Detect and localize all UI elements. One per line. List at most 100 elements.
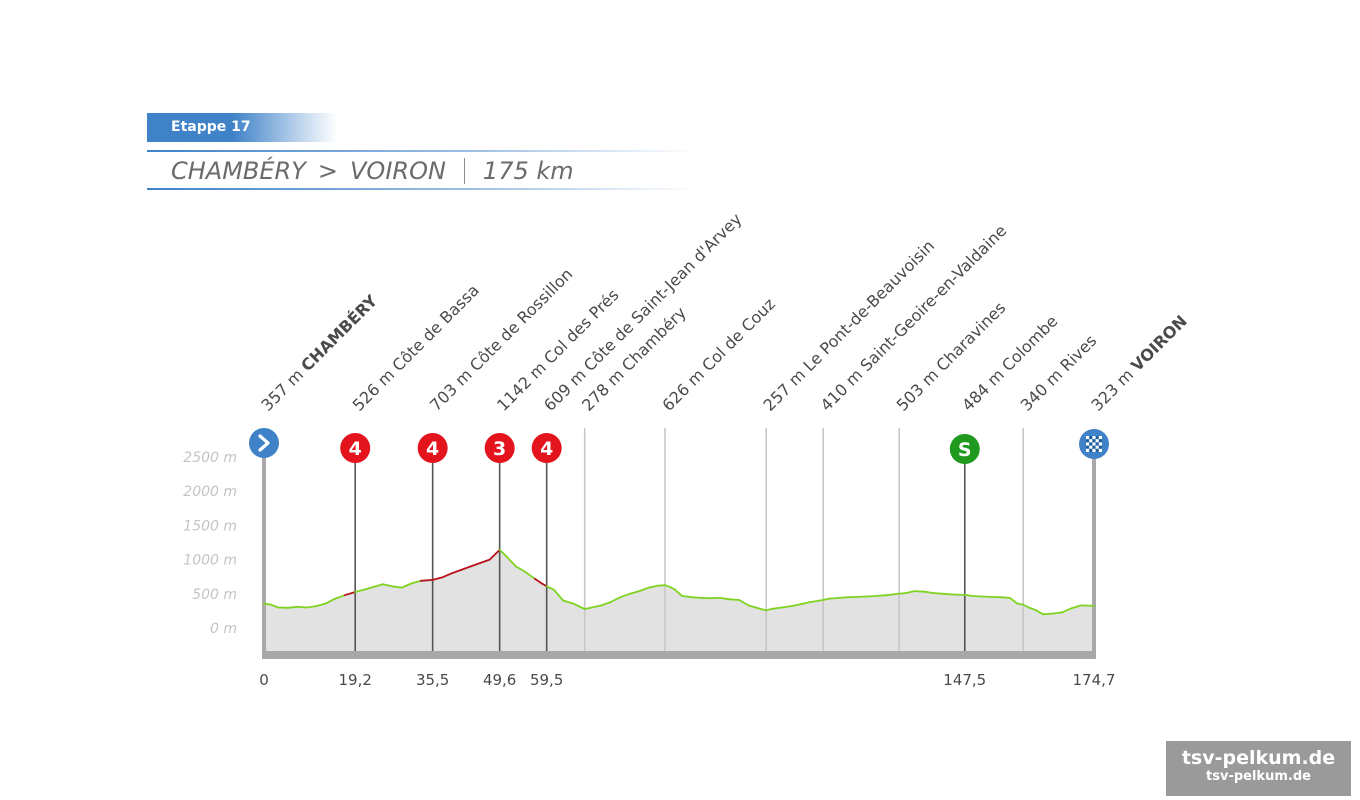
profile-line-segment xyxy=(747,604,759,610)
flag-square xyxy=(1086,445,1090,449)
flag-square xyxy=(1086,448,1090,452)
flag-square xyxy=(1089,436,1093,440)
flag-square xyxy=(1092,436,1096,440)
waypoint-altitude: 526 m xyxy=(349,362,402,415)
profile-line-segment xyxy=(343,591,357,597)
watermark: tsv-pelkum.de tsv-pelkum.de xyxy=(1166,741,1351,796)
profile-line-segment xyxy=(541,582,548,588)
waypoint-altitude: 357 m xyxy=(257,362,310,415)
profile-line-segment xyxy=(354,588,365,593)
waypoint-name: VOIRON xyxy=(1127,311,1191,375)
profile-line-segment xyxy=(971,595,983,598)
stage-title: CHAMBÉRY > VOIRON 175 km xyxy=(171,154,574,188)
profile-line-segment xyxy=(315,602,327,607)
profile-line-segment xyxy=(1016,602,1025,606)
waypoint-altitude: 257 m xyxy=(760,362,813,415)
waypoint-altitude: 703 m xyxy=(426,362,479,415)
profile-line-segment xyxy=(828,597,840,600)
stage-start: CHAMBÉRY xyxy=(171,157,306,185)
flag-square xyxy=(1086,442,1090,446)
profile-line-segment xyxy=(498,549,508,558)
profile-line-segment xyxy=(719,597,731,601)
flag-square xyxy=(1098,436,1102,440)
profile-line-segment xyxy=(771,606,783,610)
x-tick-label: 49,6 xyxy=(483,671,516,689)
profile-line-segment xyxy=(488,549,501,561)
profile-line-segment xyxy=(876,594,888,597)
profile-line-segment xyxy=(628,590,641,595)
profile-line-segment xyxy=(914,590,926,593)
flag-square xyxy=(1095,436,1099,440)
waypoint-altitude: 340 m xyxy=(1017,362,1070,415)
profile-line-segment xyxy=(609,596,622,603)
profile-line-segment xyxy=(524,571,536,580)
profile-line-segment xyxy=(562,599,574,605)
profile-line-segment xyxy=(822,597,831,601)
x-tick-label: 0 xyxy=(259,671,269,689)
profile-line-segment xyxy=(647,584,660,589)
waypoint-label-text: 609 m Côte de Saint-Jean d'Arvey xyxy=(540,209,745,414)
profile-line-segment xyxy=(738,599,750,607)
profile-line-segment xyxy=(296,605,308,609)
climb-category-label: 4 xyxy=(426,438,439,460)
profile-line-segment xyxy=(809,599,825,603)
waypoint-name: CHAMBÉRY xyxy=(297,291,381,375)
profile-line-segment xyxy=(286,605,299,609)
profile-line-segment xyxy=(391,585,403,589)
profile-line-segment xyxy=(431,576,444,581)
start-arrow-icon xyxy=(258,434,270,452)
y-tick-label: 2000 m xyxy=(183,484,237,500)
profile-line-segment xyxy=(963,594,973,597)
profile-line-segment xyxy=(362,586,375,591)
profile-line-segment xyxy=(571,602,586,610)
waypoint-altitude: 323 m xyxy=(1087,362,1140,415)
profile-line-segment xyxy=(619,592,631,599)
profile-line-segment xyxy=(419,579,434,582)
profile-line-segment xyxy=(904,590,916,594)
climb-category-label: 4 xyxy=(349,438,362,460)
profile-line-segment xyxy=(334,594,346,600)
stage-label: Etappe 17 xyxy=(147,113,337,142)
profile-line-segment xyxy=(942,592,954,596)
x-tick-label: 174,7 xyxy=(1073,671,1116,689)
profile-line-segment xyxy=(324,597,337,605)
profile-line-segment xyxy=(1070,604,1083,610)
climb-category-badge xyxy=(531,433,562,463)
profile-line-segment xyxy=(372,583,384,588)
profile-line-segment xyxy=(838,596,850,599)
profile-line-segment xyxy=(514,565,527,573)
flag-square xyxy=(1092,448,1096,452)
profile-line-segment xyxy=(400,582,413,589)
y-tick-label: 1000 m xyxy=(183,553,237,569)
y-tick-label: 0 m xyxy=(210,621,237,637)
title-separator xyxy=(463,158,465,184)
waypoint-altitude: 410 m xyxy=(817,362,870,415)
flag-square xyxy=(1098,445,1102,449)
profile-line-segment xyxy=(866,595,878,598)
flag-square xyxy=(1095,439,1099,443)
x-tick-label: 147,5 xyxy=(943,671,986,689)
profile-line-segment xyxy=(664,584,672,588)
profile-line-segment xyxy=(270,603,280,609)
waypoint-altitude: 626 m xyxy=(658,362,711,415)
profile-line-segment xyxy=(583,606,593,610)
profile-area xyxy=(264,549,1094,651)
profile-line-segment xyxy=(923,590,935,594)
profile-line-segment xyxy=(600,601,612,607)
profile-line-segment xyxy=(1042,612,1054,616)
profile-line-segment xyxy=(757,607,768,612)
stage-distance: 175 km xyxy=(482,157,574,185)
climb-category-badge xyxy=(484,433,515,463)
x-tick-label: 35,5 xyxy=(416,671,449,689)
stage-finish: VOIRON xyxy=(350,157,446,185)
profile-line-segment xyxy=(1035,609,1045,616)
climb-category-badge xyxy=(417,433,448,463)
flag-square xyxy=(1098,439,1102,443)
profile-line-segment xyxy=(1009,597,1018,605)
flag-square xyxy=(1095,445,1099,449)
profile-line-segment xyxy=(690,596,702,599)
profile-line-segment xyxy=(790,603,802,607)
profile-line-segment xyxy=(1022,603,1030,609)
flag-square xyxy=(1092,445,1096,449)
